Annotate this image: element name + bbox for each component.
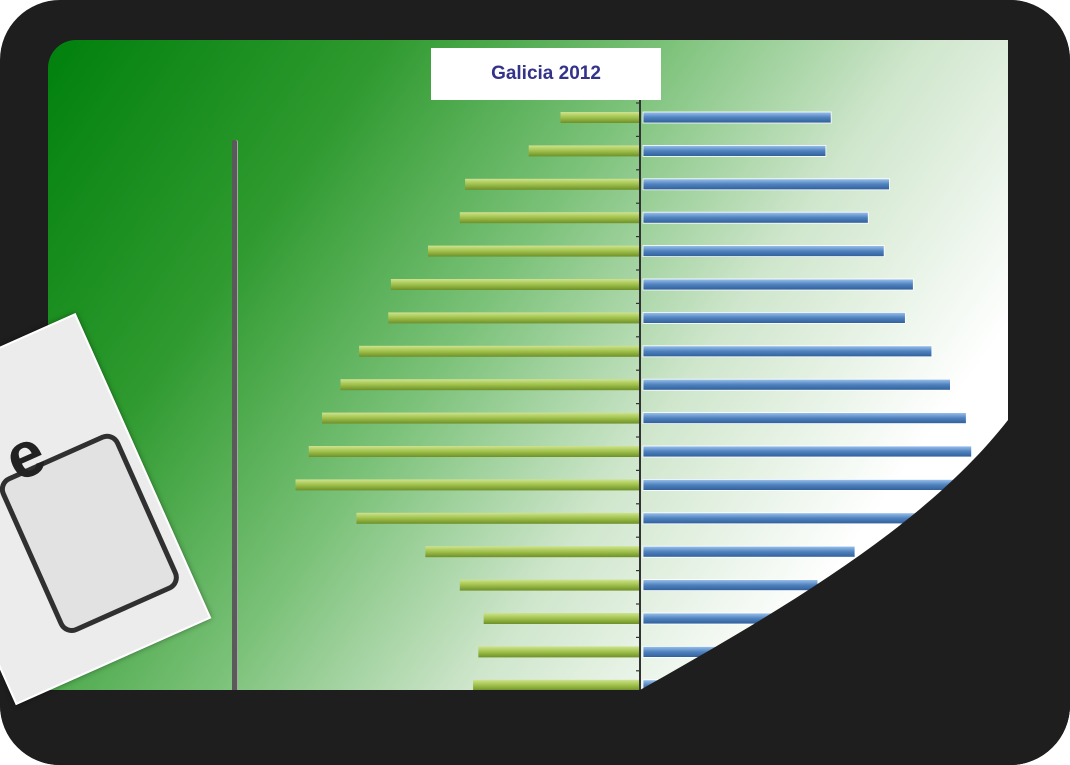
vertical-pole (232, 140, 237, 690)
bar-right-12 (642, 512, 920, 525)
bar-left-0 (560, 112, 640, 123)
bar-right-16 (642, 646, 798, 658)
bar-left-10 (308, 446, 640, 457)
bar-right-13 (642, 545, 856, 558)
bar-right-3 (642, 211, 869, 224)
bar-left-4 (428, 245, 640, 257)
bar-left-6 (388, 312, 640, 324)
bar-left-17 (473, 679, 640, 691)
bar-right-4 (642, 245, 885, 258)
bar-left-7 (359, 345, 640, 357)
bar-left-13 (425, 546, 640, 558)
series-right-bars (642, 111, 988, 692)
bar-left-5 (390, 279, 640, 290)
bar-right-6 (642, 311, 906, 324)
bar-left-15 (483, 613, 640, 624)
series-left-bars (295, 112, 640, 691)
bar-right-0 (642, 111, 832, 124)
bar-left-3 (459, 212, 640, 224)
bar-right-17 (642, 679, 803, 692)
bar-right-10 (642, 445, 973, 458)
bar-right-8 (642, 378, 951, 391)
bar-right-15 (642, 612, 795, 625)
bar-left-8 (340, 379, 640, 391)
bar-left-1 (528, 145, 640, 157)
bar-right-11 (642, 478, 988, 491)
chart-title: Galicia 2012 (431, 48, 661, 100)
bar-right-7 (642, 345, 933, 358)
bar-right-2 (642, 178, 890, 191)
bar-left-9 (322, 412, 640, 424)
bar-right-5 (642, 278, 914, 291)
bar-left-2 (465, 178, 640, 190)
bar-left-11 (295, 479, 640, 491)
bar-left-12 (356, 512, 640, 524)
bar-right-9 (642, 412, 967, 425)
bar-right-14 (642, 579, 819, 591)
bar-right-1 (642, 144, 827, 157)
bar-left-16 (478, 646, 640, 658)
bar-left-14 (459, 579, 640, 591)
